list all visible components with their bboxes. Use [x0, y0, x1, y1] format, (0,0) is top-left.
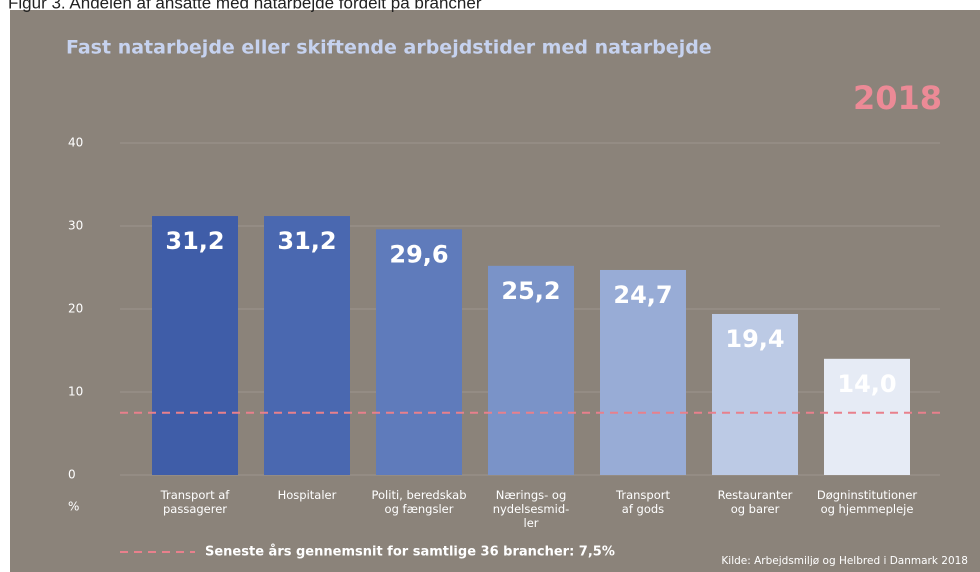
- y-tick-label: 40: [68, 136, 83, 150]
- value-label: 25,2: [501, 277, 560, 305]
- x-tick-label: Politi, beredskab og fængsler: [371, 488, 467, 516]
- chart-title: Fast natarbejde eller skiftende arbejdst…: [66, 37, 712, 59]
- y-tick-label: 0: [68, 468, 76, 482]
- caption: Figur 3. Andelen af ansatte med natarbej…: [8, 0, 482, 12]
- bar: [600, 269, 686, 475]
- y-unit: %: [68, 500, 79, 514]
- x-tick-label: Transport af gods: [616, 488, 670, 516]
- bar: [376, 229, 462, 475]
- y-tick-label: 10: [68, 385, 83, 399]
- source: Kilde: Arbejdsmiljø og Helbred i Danmark…: [721, 555, 968, 567]
- bar: [152, 216, 238, 476]
- bar: [264, 216, 350, 476]
- y-tick-label: 20: [68, 302, 83, 316]
- y-tick-label: 30: [68, 219, 83, 233]
- bar: [488, 265, 574, 475]
- year: 2018: [853, 79, 942, 117]
- value-label: 24,7: [613, 281, 672, 309]
- bar: [712, 313, 798, 475]
- x-tick-label: Døgninstitutioner og hjemmepleje: [816, 488, 918, 516]
- x-tick-label: Nærings- og nydelsesmid- ler: [492, 488, 570, 530]
- value-label: 14,0: [837, 370, 896, 398]
- bar: [824, 358, 910, 475]
- value-label: 31,2: [277, 227, 336, 255]
- value-label: 29,6: [389, 240, 448, 268]
- reference-label: Seneste års gennemsnit for samtlige 36 b…: [205, 545, 615, 560]
- x-tick-label: Transport af passagerer: [160, 488, 230, 516]
- value-label: 19,4: [725, 325, 784, 353]
- x-tick-label: Hospitaler: [277, 488, 337, 502]
- x-tick-label: Restauranter og barer: [717, 488, 793, 516]
- value-label: 31,2: [165, 227, 224, 255]
